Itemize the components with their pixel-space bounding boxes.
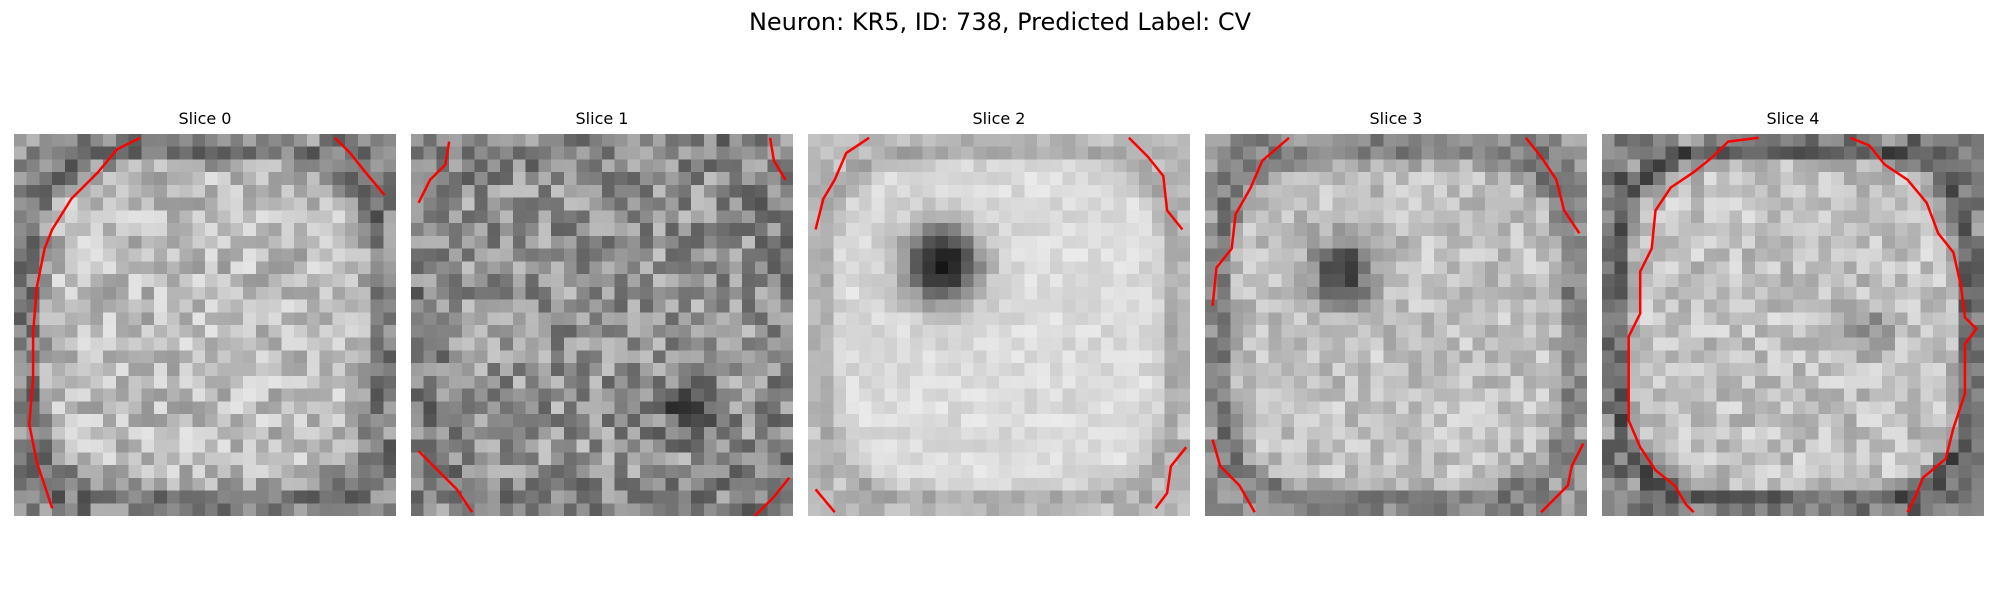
slice-pixel-grid (411, 134, 793, 516)
slice-image (1205, 134, 1587, 516)
slice-image (411, 134, 793, 516)
slice-pixel-grid (14, 134, 396, 516)
slice-image (808, 134, 1190, 516)
slice-title: Slice 3 (1205, 108, 1587, 130)
slice-title: Slice 0 (14, 108, 396, 130)
slice-image (1602, 134, 1984, 516)
slice-title: Slice 4 (1602, 108, 1984, 130)
slice-title: Slice 2 (808, 108, 1190, 130)
slice-pixel-grid (1205, 134, 1587, 516)
slice-image (14, 134, 396, 516)
figure-title: Neuron: KR5, ID: 738, Predicted Label: C… (0, 6, 2000, 38)
slice-title: Slice 1 (411, 108, 793, 130)
slice-pixel-grid (1602, 134, 1984, 516)
slice-pixel-grid (808, 134, 1190, 516)
